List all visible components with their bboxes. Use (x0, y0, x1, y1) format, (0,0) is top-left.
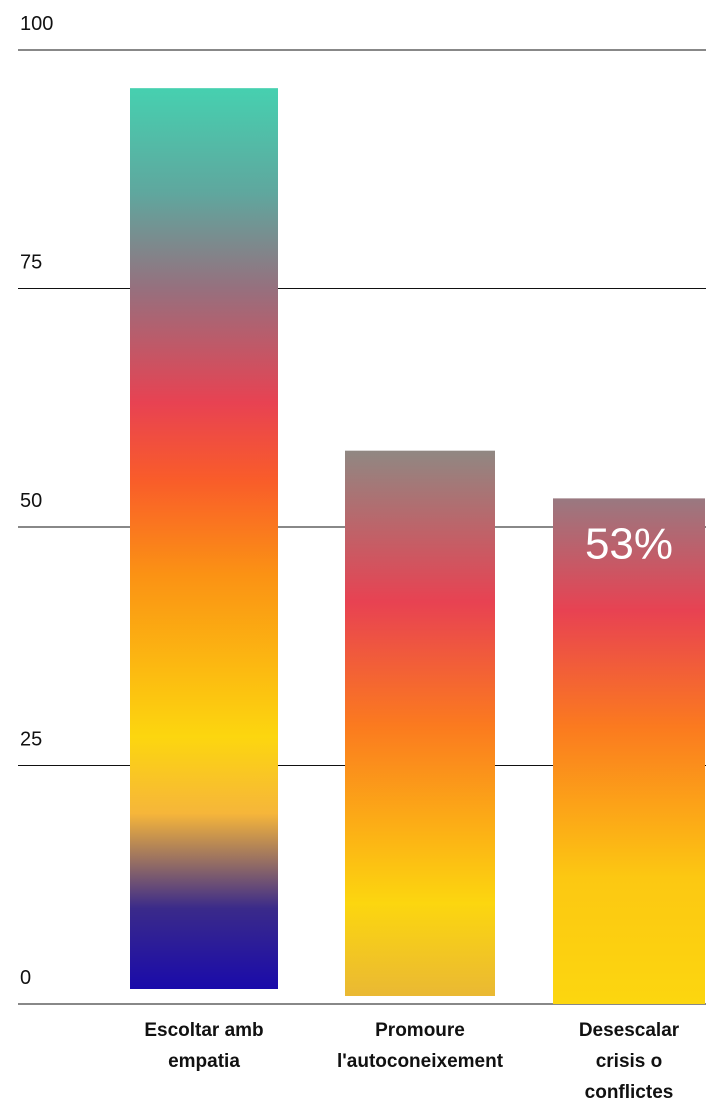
x-category-label-line: conflictes (585, 1082, 674, 1103)
x-category-label-1: Promoure l'autoconeixement (337, 1020, 504, 1072)
x-category-labels: Escoltar amb empatia Promoure l'autoconeixe… (144, 1020, 679, 1103)
bar-0 (130, 88, 278, 989)
y-tick-label-25: 25 (20, 729, 42, 751)
bars (130, 88, 705, 1004)
x-category-label-line: Desescalar (579, 1020, 680, 1041)
y-tick-label-0: 0 (20, 967, 31, 989)
y-tick-label-100: 100 (20, 13, 53, 35)
x-category-label-0: Escoltar amb empatia (144, 1020, 263, 1072)
x-category-label-line: empatia (168, 1051, 240, 1072)
y-tick-labels: 0 25 50 75 100 (20, 13, 53, 989)
data-labels: 53% (585, 519, 673, 568)
y-tick-label-50: 50 (20, 490, 42, 512)
bar-2 (553, 498, 705, 1004)
x-category-label-line: l'autoconeixement (337, 1051, 504, 1072)
data-label-2: 53% (585, 519, 673, 568)
x-category-label-line: Promoure (375, 1020, 465, 1041)
y-tick-label-75: 75 (20, 252, 42, 274)
x-category-label-2: Desescalar crisis o conflictes (579, 1020, 680, 1103)
x-category-label-line: crisis o (596, 1051, 663, 1072)
x-category-label-line: Escoltar amb (144, 1020, 263, 1041)
bar-1 (345, 450, 495, 996)
